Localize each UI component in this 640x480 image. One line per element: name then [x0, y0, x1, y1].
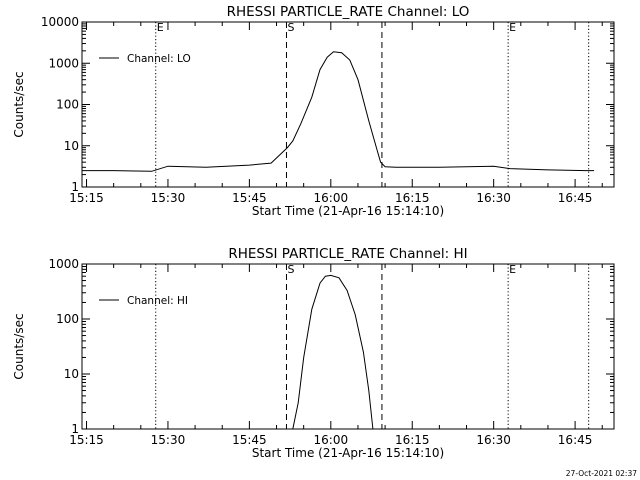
- x-axis-label: Start Time (21-Apr-16 15:14:10): [252, 204, 444, 218]
- chart-title: RHESSI PARTICLE_RATE Channel: LO: [227, 4, 470, 20]
- x-tick-label: 16:00: [314, 191, 349, 205]
- y-axis-label: Counts/sec: [12, 71, 26, 137]
- y-tick-label: 1000: [48, 257, 79, 271]
- panel-hi: RHESSI PARTICLE_RATE Channel: HI 1 10 100 10…: [12, 246, 615, 460]
- plot-frame: [81, 21, 615, 188]
- x-tick-label: 16:30: [476, 433, 511, 447]
- y-tick-label: 100: [56, 312, 79, 326]
- x-tick-label: 15:30: [151, 433, 186, 447]
- x-tick-label: 15:45: [232, 433, 267, 447]
- y-tick-label: 10: [64, 139, 79, 153]
- x-tick-label: 16:45: [558, 433, 593, 447]
- chart-title: RHESSI PARTICLE_RATE Channel: HI: [228, 246, 467, 262]
- x-tick-label: 15:45: [232, 191, 267, 205]
- y-tick-label: 10000: [41, 15, 79, 29]
- y-tick-label: 1: [71, 180, 79, 194]
- y-tick-label: 1000: [48, 56, 79, 70]
- marker-label: E: [509, 21, 516, 34]
- y-tick-label: 10: [64, 367, 79, 381]
- legend-label: Channel: LO: [127, 53, 191, 65]
- marker-label: E: [157, 21, 164, 34]
- x-tick-label: 15:30: [151, 191, 186, 205]
- x-tick-label: 16:15: [395, 191, 430, 205]
- y-tick-label: 100: [56, 98, 79, 112]
- panel-lo: RHESSI PARTICLE_RATE Channel: LO 1 10 100 10…: [12, 4, 615, 218]
- x-tick-label: 16:45: [558, 191, 593, 205]
- x-tick-label: 16:00: [314, 433, 349, 447]
- footer-timestamp: 27-Oct-2021 02:37: [566, 469, 637, 478]
- x-tick-label: 16:15: [395, 433, 430, 447]
- x-axis-label: Start Time (21-Apr-16 15:14:10): [252, 446, 444, 460]
- plot-frame: [81, 263, 615, 430]
- y-tick-label: 1: [71, 422, 79, 436]
- legend-label: Channel: HI: [127, 295, 188, 307]
- series-line: [292, 274, 374, 430]
- marker-label: E: [509, 263, 516, 276]
- marker-label: S: [287, 21, 294, 34]
- y-axis-label: Counts/sec: [12, 313, 26, 379]
- x-tick-label: 15:15: [69, 191, 104, 205]
- series-line: [82, 51, 595, 172]
- x-tick-label: 16:30: [476, 191, 511, 205]
- marker-label: S: [287, 263, 294, 276]
- x-tick-label: 15:15: [69, 433, 104, 447]
